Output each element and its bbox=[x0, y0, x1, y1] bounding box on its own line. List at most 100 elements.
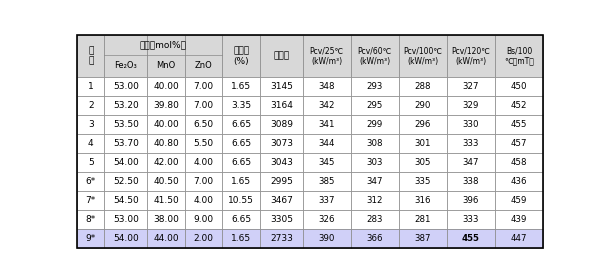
Text: 3043: 3043 bbox=[270, 158, 293, 167]
Bar bbox=[77, 229, 104, 248]
Bar bbox=[399, 35, 447, 77]
Text: 4.00: 4.00 bbox=[194, 196, 214, 205]
Text: 327: 327 bbox=[463, 81, 479, 91]
Text: 3145: 3145 bbox=[270, 81, 293, 91]
Text: 54.00: 54.00 bbox=[113, 158, 139, 167]
Bar bbox=[447, 229, 495, 248]
Bar bbox=[260, 77, 302, 95]
Bar bbox=[260, 210, 302, 229]
Bar bbox=[351, 191, 399, 210]
Bar bbox=[447, 153, 495, 172]
Bar bbox=[223, 95, 260, 115]
Text: Pcv/120℃
(kW/m³): Pcv/120℃ (kW/m³) bbox=[451, 46, 490, 66]
Bar bbox=[185, 172, 223, 191]
Bar bbox=[495, 153, 543, 172]
Bar bbox=[147, 115, 185, 134]
Bar bbox=[447, 35, 495, 77]
Bar bbox=[77, 172, 104, 191]
Bar bbox=[260, 191, 302, 210]
Bar bbox=[104, 77, 147, 95]
Text: 38.00: 38.00 bbox=[153, 215, 179, 224]
Bar bbox=[351, 115, 399, 134]
Bar bbox=[399, 153, 447, 172]
Text: 40.00: 40.00 bbox=[153, 81, 179, 91]
Bar bbox=[260, 134, 302, 153]
Text: 40.50: 40.50 bbox=[153, 177, 179, 186]
Text: 9*: 9* bbox=[86, 234, 96, 243]
Text: 7.00: 7.00 bbox=[194, 101, 214, 109]
Text: 283: 283 bbox=[367, 215, 383, 224]
Bar bbox=[77, 77, 104, 95]
Text: 53.70: 53.70 bbox=[113, 139, 139, 148]
Bar bbox=[77, 35, 104, 77]
Bar bbox=[104, 153, 147, 172]
Text: 293: 293 bbox=[367, 81, 383, 91]
Text: 299: 299 bbox=[367, 120, 383, 129]
Bar bbox=[223, 134, 260, 153]
Bar bbox=[104, 229, 147, 248]
Bar bbox=[351, 210, 399, 229]
Text: 1.65: 1.65 bbox=[231, 81, 251, 91]
Text: 氧分压
(%): 氧分压 (%) bbox=[233, 46, 249, 66]
Text: 6*: 6* bbox=[86, 177, 96, 186]
Text: 10.55: 10.55 bbox=[228, 196, 254, 205]
Text: 3164: 3164 bbox=[270, 101, 293, 109]
Bar bbox=[302, 134, 351, 153]
Text: 344: 344 bbox=[318, 139, 335, 148]
Text: 1.65: 1.65 bbox=[231, 177, 251, 186]
Bar bbox=[104, 95, 147, 115]
Bar bbox=[351, 172, 399, 191]
Text: 6.65: 6.65 bbox=[231, 120, 251, 129]
Text: 磁导率: 磁导率 bbox=[273, 51, 289, 60]
Bar bbox=[399, 77, 447, 95]
Bar bbox=[185, 115, 223, 134]
Text: 54.00: 54.00 bbox=[113, 234, 139, 243]
Bar bbox=[302, 35, 351, 77]
Text: 9.00: 9.00 bbox=[194, 215, 214, 224]
Text: 396: 396 bbox=[463, 196, 479, 205]
Text: 3.35: 3.35 bbox=[231, 101, 251, 109]
Text: Bs/100
℃（mT）: Bs/100 ℃（mT） bbox=[504, 46, 534, 66]
Text: 5.50: 5.50 bbox=[194, 139, 214, 148]
Bar bbox=[185, 229, 223, 248]
Text: 53.50: 53.50 bbox=[113, 120, 139, 129]
Text: 6.65: 6.65 bbox=[231, 139, 251, 148]
Text: 326: 326 bbox=[318, 215, 335, 224]
Bar bbox=[104, 210, 147, 229]
Text: Fe₂O₃: Fe₂O₃ bbox=[114, 61, 137, 70]
Bar bbox=[223, 191, 260, 210]
Bar bbox=[185, 153, 223, 172]
Bar bbox=[223, 77, 260, 95]
Text: 341: 341 bbox=[318, 120, 335, 129]
Text: 2995: 2995 bbox=[270, 177, 293, 186]
Bar bbox=[447, 95, 495, 115]
Text: 3467: 3467 bbox=[270, 196, 293, 205]
Text: 338: 338 bbox=[463, 177, 479, 186]
Text: 290: 290 bbox=[414, 101, 431, 109]
Text: 39.80: 39.80 bbox=[153, 101, 179, 109]
Text: 44.00: 44.00 bbox=[153, 234, 178, 243]
Bar bbox=[495, 77, 543, 95]
Bar bbox=[302, 172, 351, 191]
Text: 458: 458 bbox=[511, 158, 527, 167]
Text: 3305: 3305 bbox=[270, 215, 293, 224]
Text: 455: 455 bbox=[511, 120, 527, 129]
Bar bbox=[495, 134, 543, 153]
Text: 2.00: 2.00 bbox=[194, 234, 214, 243]
Text: Pcv/60℃
(kW/m³): Pcv/60℃ (kW/m³) bbox=[358, 46, 392, 66]
Text: 385: 385 bbox=[318, 177, 335, 186]
Text: 447: 447 bbox=[511, 234, 527, 243]
Bar bbox=[223, 35, 260, 77]
Text: 4: 4 bbox=[88, 139, 94, 148]
Text: 387: 387 bbox=[414, 234, 431, 243]
Bar bbox=[223, 115, 260, 134]
Text: 335: 335 bbox=[414, 177, 431, 186]
Bar bbox=[302, 153, 351, 172]
Bar bbox=[77, 134, 104, 153]
Bar bbox=[447, 191, 495, 210]
Text: 7.00: 7.00 bbox=[194, 177, 214, 186]
Bar bbox=[351, 77, 399, 95]
Text: 457: 457 bbox=[511, 139, 527, 148]
Bar bbox=[447, 134, 495, 153]
Text: 308: 308 bbox=[367, 139, 383, 148]
